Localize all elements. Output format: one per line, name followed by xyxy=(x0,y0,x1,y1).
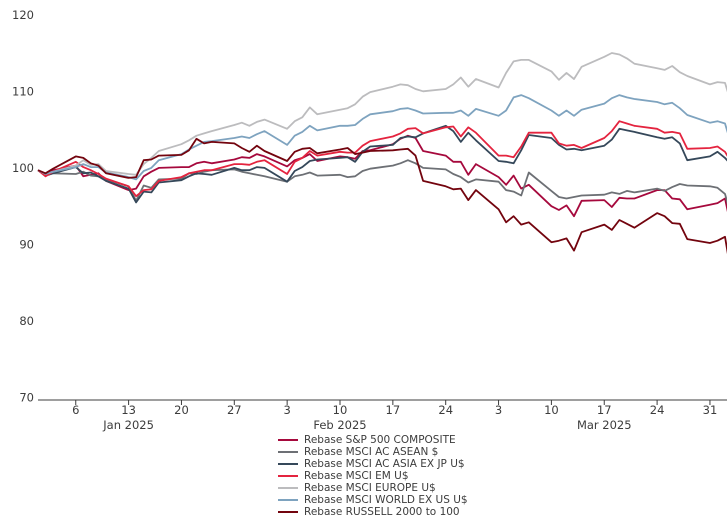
legend-item: Rebase MSCI EUROPE U$ xyxy=(278,482,468,494)
x-tick-label: 17 xyxy=(386,403,401,417)
legend-swatch xyxy=(278,451,298,453)
series-line xyxy=(37,120,727,198)
legend-item: Rebase MSCI WORLD EX US U$ xyxy=(278,494,468,506)
y-axis: 70 80 90 100 110 120 xyxy=(12,8,34,405)
y-tick-label: 80 xyxy=(19,314,34,328)
series-line xyxy=(37,94,727,181)
x-tick-label: 17 xyxy=(597,403,612,417)
x-tick-label: 3 xyxy=(495,403,502,417)
legend-item: Rebase RUSSELL 2000 to 100 xyxy=(278,506,468,518)
y-tick-label: 100 xyxy=(12,161,34,175)
series-line xyxy=(37,124,727,204)
legend-swatch xyxy=(278,511,298,513)
series-line xyxy=(37,137,727,255)
legend-label: Rebase S&P 500 COMPOSITE xyxy=(304,434,456,446)
x-month-label: Feb 2025 xyxy=(313,418,366,432)
legend-label: Rebase MSCI WORLD EX US U$ xyxy=(304,494,468,506)
legend-swatch xyxy=(278,487,298,489)
x-tick-label: 24 xyxy=(438,403,453,417)
legend-swatch xyxy=(278,475,298,477)
x-tick-label: 3 xyxy=(283,403,290,417)
legend-item: Rebase S&P 500 COMPOSITE xyxy=(278,434,468,446)
series-line xyxy=(37,159,727,205)
legend-swatch xyxy=(278,439,298,441)
legend-label: Rebase MSCI EM U$ xyxy=(304,470,409,482)
x-tick-label: 20 xyxy=(174,403,189,417)
legend-swatch xyxy=(278,463,298,465)
series-lines xyxy=(37,52,727,255)
series-line xyxy=(37,52,727,176)
y-tick-label: 70 xyxy=(19,391,34,405)
legend-label: Rebase RUSSELL 2000 to 100 xyxy=(304,506,460,518)
x-month-label: Mar 2025 xyxy=(577,418,632,432)
legend-item: Rebase MSCI AC ASIA EX JP U$ xyxy=(278,458,468,470)
legend: Rebase S&P 500 COMPOSITE Rebase MSCI AC A… xyxy=(278,434,468,518)
y-tick-label: 90 xyxy=(19,238,34,252)
legend-label: Rebase MSCI AC ASEAN $ xyxy=(304,446,439,458)
x-tick-label: 27 xyxy=(227,403,242,417)
x-tick-label: 10 xyxy=(333,403,348,417)
legend-item: Rebase MSCI AC ASEAN $ xyxy=(278,446,468,458)
legend-label: Rebase MSCI EUROPE U$ xyxy=(304,482,436,494)
series-line xyxy=(37,134,727,218)
y-tick-label: 110 xyxy=(12,85,34,99)
legend-item: Rebase MSCI EM U$ xyxy=(278,470,468,482)
x-tick-label: 13 xyxy=(121,403,136,417)
y-tick-label: 120 xyxy=(12,8,34,22)
x-tick-label: 24 xyxy=(650,403,665,417)
legend-swatch xyxy=(278,499,298,501)
x-month-label: Jan 2025 xyxy=(102,418,154,432)
x-tick-label: 31 xyxy=(703,403,718,417)
legend-label: Rebase MSCI AC ASIA EX JP U$ xyxy=(304,458,465,470)
x-tick-label: 6 xyxy=(72,403,79,417)
x-tick-label: 10 xyxy=(544,403,559,417)
